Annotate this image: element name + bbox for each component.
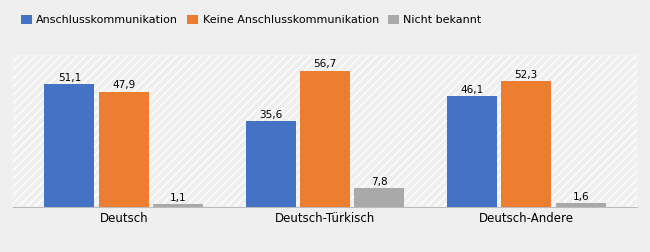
Text: 56,7: 56,7 [313,59,337,69]
Bar [13,55,637,207]
Bar [99,92,149,207]
Legend: Anschlusskommunikation, Keine Anschlusskommunikation, Nicht bekannt: Anschlusskommunikation, Keine Anschlussk… [19,13,484,27]
Text: 1,1: 1,1 [170,193,187,203]
Bar [556,203,606,207]
Bar [501,81,551,207]
Bar [246,121,296,207]
Bar [153,204,203,207]
Bar [354,188,404,207]
Text: 35,6: 35,6 [259,110,282,120]
Text: 47,9: 47,9 [112,80,135,90]
Bar [44,84,94,207]
Text: 7,8: 7,8 [371,177,387,187]
Text: 46,1: 46,1 [460,85,484,95]
Text: 1,6: 1,6 [573,192,589,202]
Bar [300,71,350,207]
Bar [447,96,497,207]
Text: 51,1: 51,1 [58,73,81,83]
Text: 52,3: 52,3 [515,70,538,80]
